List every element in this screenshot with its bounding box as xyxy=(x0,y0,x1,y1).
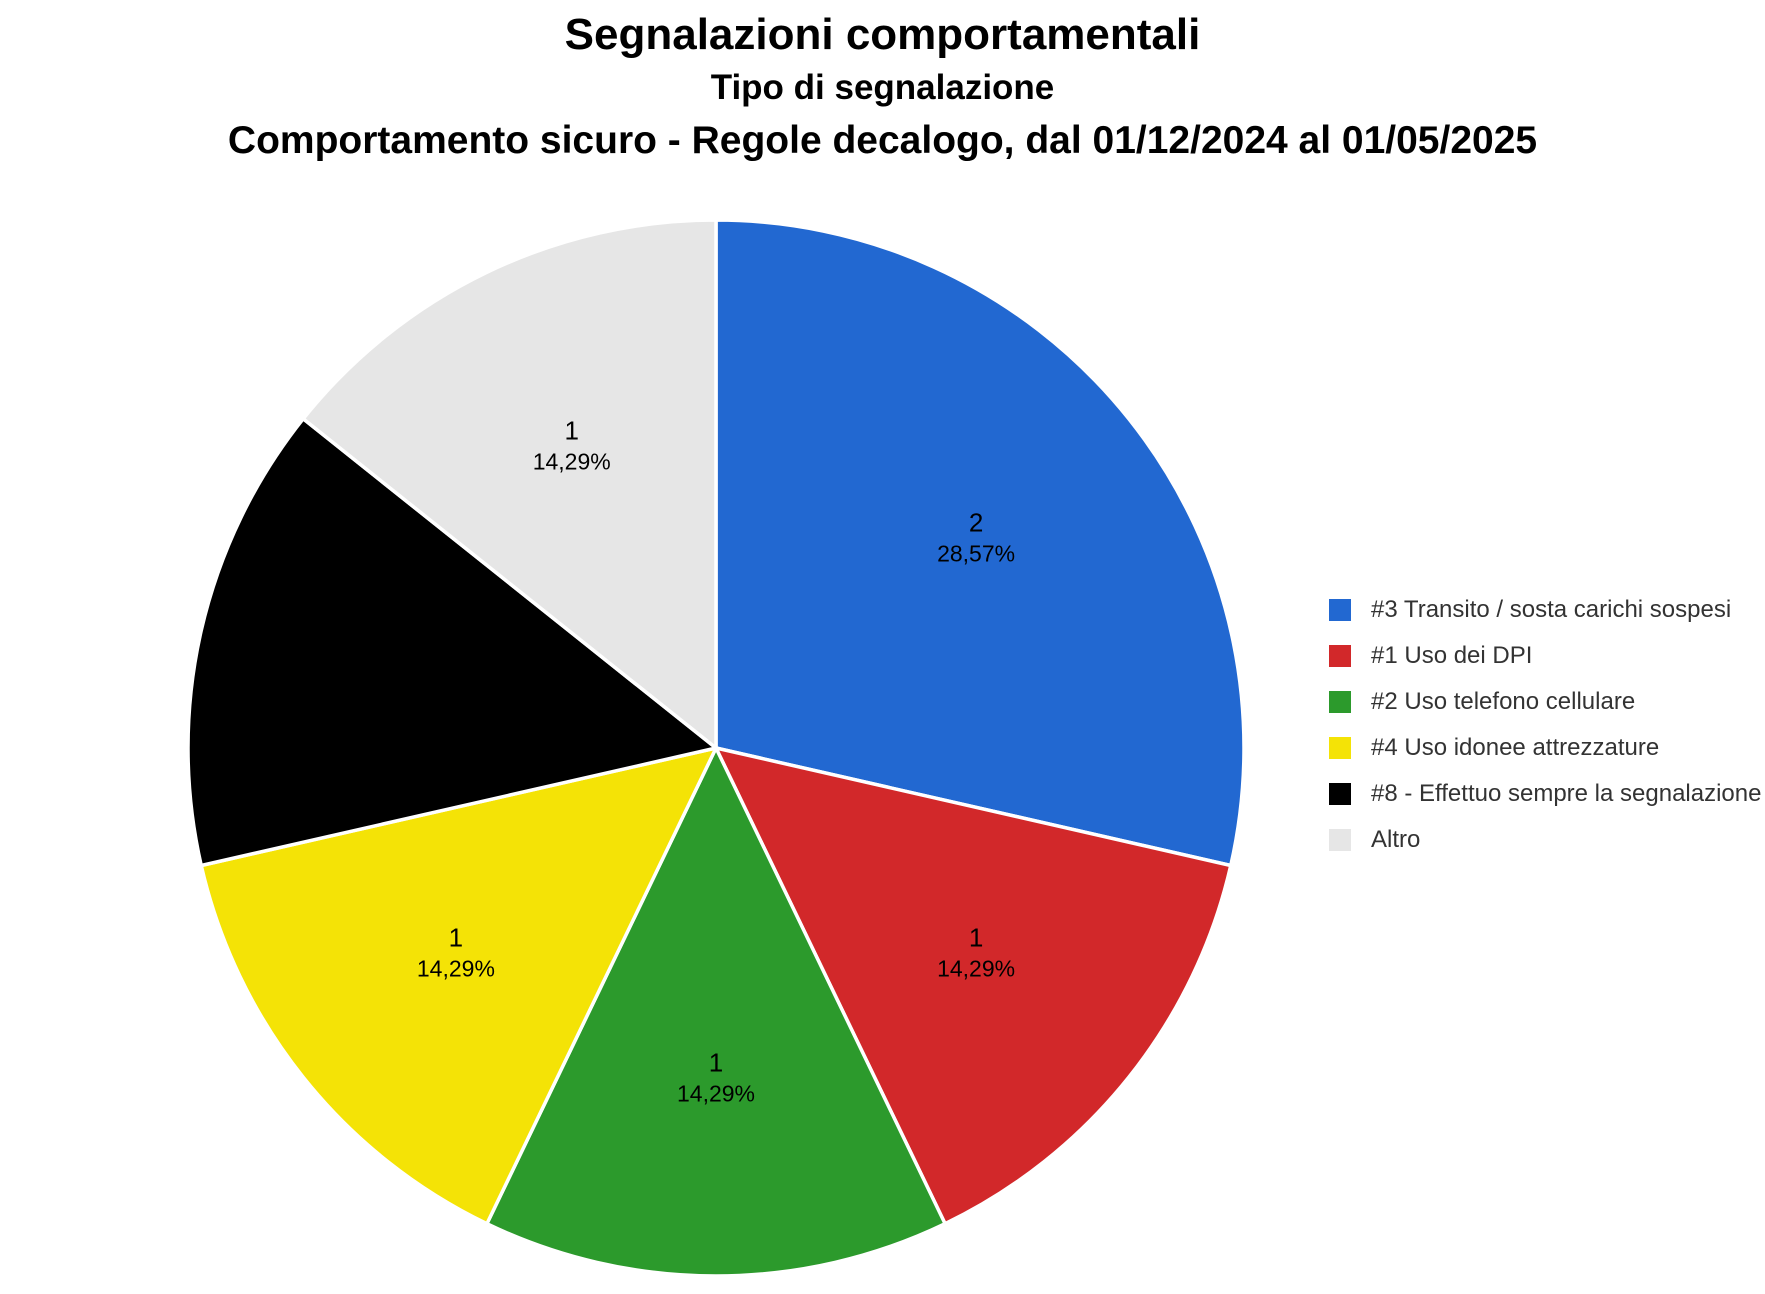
pie-slice-percent-label: 14,29% xyxy=(677,1081,755,1107)
chart-period-subtitle: Comportamento sicuro - Regole decalogo, … xyxy=(227,119,1538,162)
chart-subtitle: Tipo di segnalazione xyxy=(710,68,1055,107)
legend-item-1[interactable]: #3 Transito / sosta carichi sospesi xyxy=(1329,597,1765,623)
legend-swatch-icon xyxy=(1329,691,1351,713)
legend-swatch-icon xyxy=(1329,829,1351,851)
pie-slice-value-label: 2 xyxy=(969,508,983,538)
pie-slice-3[interactable] xyxy=(485,746,947,1278)
pie-slice-percent-label: 14,29% xyxy=(417,955,495,981)
pie-slice-percent-label: 14,29% xyxy=(533,448,611,474)
legend-item-label: #3 Transito / sosta carichi sospesi xyxy=(1371,597,1732,623)
pie-slice-value-label: 1 xyxy=(564,415,578,445)
pie-slice-percent-label: 28,57% xyxy=(937,541,1015,567)
legend-item-label: #8 - Effettuo sempre la segnalazione xyxy=(1371,781,1762,807)
legend-item-5[interactable]: #8 - Effettuo sempre la segnalazione xyxy=(1329,781,1765,807)
legend-item-4[interactable]: #4 Uso idonee attrezzature xyxy=(1329,735,1765,761)
pie-slice-1[interactable] xyxy=(714,218,1246,868)
pie-slice-percent-label: 14,29% xyxy=(353,674,431,700)
pie-slice-value-label: 1 xyxy=(969,922,983,952)
pie-slice-6[interactable] xyxy=(301,218,718,750)
legend-swatch-icon xyxy=(1329,783,1351,805)
pie-slice-5[interactable] xyxy=(186,417,718,868)
pie-slice-2[interactable] xyxy=(714,746,1233,1226)
pie-slice-value-label: 1 xyxy=(709,1048,723,1078)
legend-swatch-icon xyxy=(1329,599,1351,621)
legend-item-label: #2 Uso telefono cellulare xyxy=(1371,689,1636,715)
pie-slice-value-label: 1 xyxy=(449,922,463,952)
legend-item-6[interactable]: Altro xyxy=(1329,827,1765,853)
legend-swatch-icon xyxy=(1329,645,1351,667)
legend-swatch-icon xyxy=(1329,737,1351,759)
page-title: Segnalazioni comportamentali xyxy=(564,10,1201,59)
legend-item-3[interactable]: #2 Uso telefono cellulare xyxy=(1329,689,1765,715)
legend-item-label: #1 Uso dei DPI xyxy=(1371,643,1533,669)
pie-slice-4[interactable] xyxy=(199,746,718,1226)
legend-item-2[interactable]: #1 Uso dei DPI xyxy=(1329,643,1765,669)
pie-slice-value-label: 1 xyxy=(384,641,398,671)
legend-item-label: #4 Uso idonee attrezzature xyxy=(1371,735,1660,761)
legend: #3 Transito / sosta carichi sospesi #1 Us… xyxy=(1329,597,1765,875)
legend-item-label: Altro xyxy=(1371,827,1421,853)
pie-slice-percent-label: 14,29% xyxy=(937,955,1015,981)
